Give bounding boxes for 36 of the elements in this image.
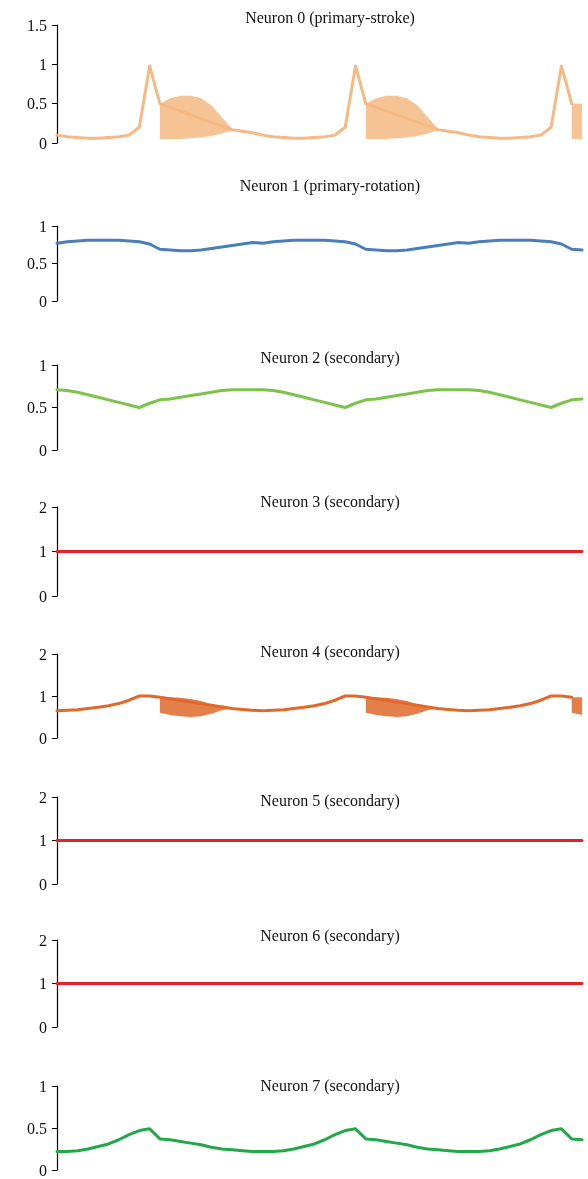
y-tick-label: 1.5 [27,16,47,34]
y-tick-label: 0 [39,292,47,310]
chart-title: Neuron 3 (secondary) [260,492,400,511]
y-tick-label: 0.5 [27,255,47,272]
y-tick-label: 0 [39,587,47,605]
line-series [55,388,584,409]
y-tick-label: 1 [39,55,47,73]
y-tick-label: 2 [39,788,47,806]
y-tick-label: 1 [39,1077,47,1095]
y-tick-label: 0 [39,875,47,893]
y-tick-label: 2 [39,498,47,516]
chart-title: Neuron 7 (secondary) [260,1076,400,1095]
y-tick-label: 0 [39,729,47,747]
chart-title: Neuron 6 (secondary) [260,926,400,945]
chart-title: Neuron 5 (secondary) [260,791,400,810]
y-tick-label: 0 [39,441,47,459]
y-tick-label: 2 [39,931,47,949]
y-tick-label: 1 [39,356,47,374]
y-tick-label: 2 [39,645,47,663]
chart-title: Neuron 1 (primary-rotation) [239,176,421,195]
y-tick-label: 0 [39,134,47,152]
line-series [55,1127,584,1154]
y-tick-label: 0.5 [27,1119,47,1137]
y-tick-label: 1 [39,975,47,992]
chart-title: Neuron 0 (primary-stroke) [245,8,415,27]
y-tick-label: 0.5 [27,399,47,416]
y-tick-label: 0 [39,1161,47,1179]
chart-title: Neuron 2 (secondary) [260,348,400,367]
y-tick-label: 1 [39,543,47,560]
y-tick-label: 0 [39,1018,47,1036]
y-tick-label: 1 [39,832,47,849]
y-tick-label: 0.5 [27,95,47,113]
y-tick-label: 1 [39,217,47,235]
y-tick-label: 1 [39,687,47,705]
line-series [55,238,584,253]
chart-title: Neuron 4 (secondary) [260,642,400,661]
